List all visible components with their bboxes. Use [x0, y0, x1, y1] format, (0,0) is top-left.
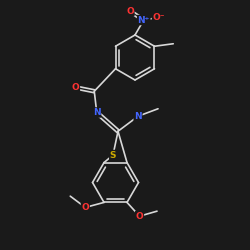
Text: O: O	[136, 212, 143, 221]
Text: O: O	[82, 203, 89, 212]
Text: N: N	[134, 112, 142, 121]
Text: S: S	[110, 150, 116, 160]
Text: N⁺: N⁺	[138, 16, 150, 24]
Text: O⁻: O⁻	[152, 13, 165, 22]
Text: O: O	[72, 83, 80, 92]
Text: N: N	[93, 108, 100, 117]
Text: O: O	[126, 7, 134, 16]
